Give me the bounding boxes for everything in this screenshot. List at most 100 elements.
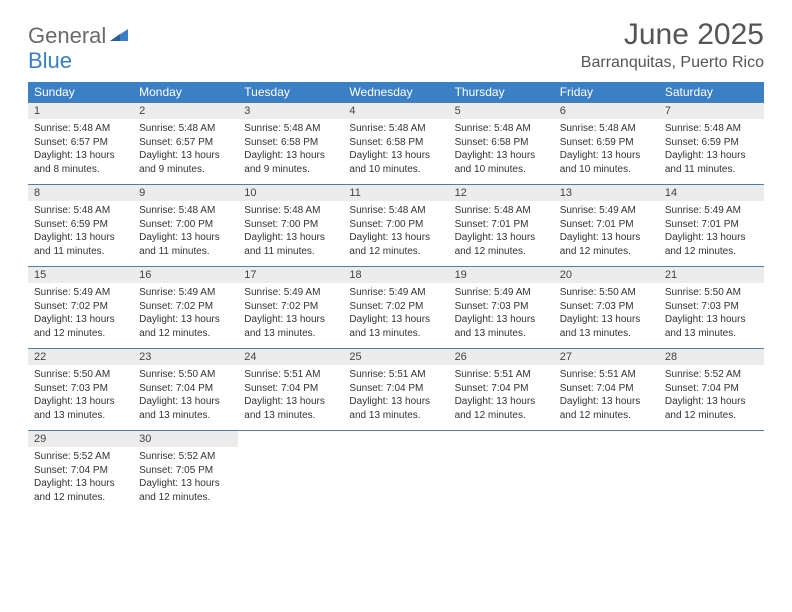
day-8-details: Sunrise: 5:48 AMSunset: 6:59 PMDaylight:…: [28, 201, 133, 267]
daylight-line: Daylight: 13 hours and 10 minutes.: [349, 149, 442, 176]
day-22-details: Sunrise: 5:50 AMSunset: 7:03 PMDaylight:…: [28, 365, 133, 431]
day-26-number: 26: [449, 349, 554, 366]
sunset-line: Sunset: 6:59 PM: [665, 136, 758, 150]
sunset-line: Sunset: 7:01 PM: [455, 218, 548, 232]
day-12-details: Sunrise: 5:48 AMSunset: 7:01 PMDaylight:…: [449, 201, 554, 267]
day-9-number: 9: [133, 185, 238, 202]
daylight-line: Daylight: 13 hours and 12 minutes.: [139, 313, 232, 340]
day-21-number: 21: [659, 267, 764, 284]
sunrise-line: Sunrise: 5:48 AM: [560, 122, 653, 136]
sunrise-line: Sunrise: 5:52 AM: [139, 450, 232, 464]
day-16-details: Sunrise: 5:49 AMSunset: 7:02 PMDaylight:…: [133, 283, 238, 349]
sunrise-line: Sunrise: 5:48 AM: [349, 204, 442, 218]
day-14-number: 14: [659, 185, 764, 202]
sunset-line: Sunset: 7:03 PM: [665, 300, 758, 314]
sunset-line: Sunset: 7:04 PM: [665, 382, 758, 396]
sunrise-line: Sunrise: 5:50 AM: [34, 368, 127, 382]
sunset-line: Sunset: 6:57 PM: [34, 136, 127, 150]
week-0-data-row: Sunrise: 5:48 AMSunset: 6:57 PMDaylight:…: [28, 119, 764, 185]
sunrise-line: Sunrise: 5:49 AM: [244, 286, 337, 300]
sunset-line: Sunset: 7:03 PM: [455, 300, 548, 314]
week-3-data-row: Sunrise: 5:50 AMSunset: 7:03 PMDaylight:…: [28, 365, 764, 431]
header: General Blue June 2025 Barranquitas, Pue…: [28, 18, 764, 72]
sunrise-line: Sunrise: 5:51 AM: [244, 368, 337, 382]
sunrise-line: Sunrise: 5:50 AM: [665, 286, 758, 300]
week-1-daynum-row: 891011121314: [28, 185, 764, 202]
sunrise-line: Sunrise: 5:48 AM: [34, 122, 127, 136]
daylight-line: Daylight: 13 hours and 13 minutes.: [244, 395, 337, 422]
sunset-line: Sunset: 7:04 PM: [349, 382, 442, 396]
sunrise-line: Sunrise: 5:48 AM: [244, 122, 337, 136]
sunrise-line: Sunrise: 5:51 AM: [455, 368, 548, 382]
week-4-daynum-row: 2930: [28, 431, 764, 448]
sunset-line: Sunset: 7:02 PM: [139, 300, 232, 314]
day-13-number: 13: [554, 185, 659, 202]
day-10-number: 10: [238, 185, 343, 202]
day-24-number: 24: [238, 349, 343, 366]
daylight-line: Daylight: 13 hours and 13 minutes.: [139, 395, 232, 422]
day-17-number: 17: [238, 267, 343, 284]
daylight-line: Daylight: 13 hours and 11 minutes.: [139, 231, 232, 258]
day-15-number: 15: [28, 267, 133, 284]
sunset-line: Sunset: 7:05 PM: [139, 464, 232, 478]
sunset-line: Sunset: 6:59 PM: [560, 136, 653, 150]
day-15-details: Sunrise: 5:49 AMSunset: 7:02 PMDaylight:…: [28, 283, 133, 349]
day-19-number: 19: [449, 267, 554, 284]
sunset-line: Sunset: 6:57 PM: [139, 136, 232, 150]
day-1-details: Sunrise: 5:48 AMSunset: 6:57 PMDaylight:…: [28, 119, 133, 185]
day-30-number: 30: [133, 431, 238, 448]
calendar-table: SundayMondayTuesdayWednesdayThursdayFrid…: [28, 82, 764, 512]
daylight-line: Daylight: 13 hours and 13 minutes.: [244, 313, 337, 340]
day-3-details: Sunrise: 5:48 AMSunset: 6:58 PMDaylight:…: [238, 119, 343, 185]
daylight-line: Daylight: 13 hours and 12 minutes.: [349, 231, 442, 258]
sunset-line: Sunset: 7:01 PM: [665, 218, 758, 232]
sunset-line: Sunset: 6:58 PM: [244, 136, 337, 150]
daylight-line: Daylight: 13 hours and 10 minutes.: [560, 149, 653, 176]
empty-cell: [554, 431, 659, 448]
day-25-details: Sunrise: 5:51 AMSunset: 7:04 PMDaylight:…: [343, 365, 448, 431]
day-23-number: 23: [133, 349, 238, 366]
day-28-details: Sunrise: 5:52 AMSunset: 7:04 PMDaylight:…: [659, 365, 764, 431]
daylight-line: Daylight: 13 hours and 12 minutes.: [665, 395, 758, 422]
title-block: June 2025 Barranquitas, Puerto Rico: [581, 18, 764, 72]
day-11-details: Sunrise: 5:48 AMSunset: 7:00 PMDaylight:…: [343, 201, 448, 267]
day-12-number: 12: [449, 185, 554, 202]
sunset-line: Sunset: 7:03 PM: [560, 300, 653, 314]
day-20-number: 20: [554, 267, 659, 284]
day-16-number: 16: [133, 267, 238, 284]
sunset-line: Sunset: 7:04 PM: [34, 464, 127, 478]
sunset-line: Sunset: 6:58 PM: [349, 136, 442, 150]
week-2-daynum-row: 15161718192021: [28, 267, 764, 284]
daylight-line: Daylight: 13 hours and 9 minutes.: [244, 149, 337, 176]
sunset-line: Sunset: 6:58 PM: [455, 136, 548, 150]
week-2-data-row: Sunrise: 5:49 AMSunset: 7:02 PMDaylight:…: [28, 283, 764, 349]
sunrise-line: Sunrise: 5:49 AM: [349, 286, 442, 300]
weekday-header-row: SundayMondayTuesdayWednesdayThursdayFrid…: [28, 82, 764, 103]
empty-cell: [343, 447, 448, 512]
empty-cell: [449, 447, 554, 512]
empty-cell: [554, 447, 659, 512]
sunrise-line: Sunrise: 5:51 AM: [349, 368, 442, 382]
empty-cell: [238, 431, 343, 448]
sunrise-line: Sunrise: 5:52 AM: [665, 368, 758, 382]
daylight-line: Daylight: 13 hours and 12 minutes.: [34, 477, 127, 504]
sunrise-line: Sunrise: 5:48 AM: [349, 122, 442, 136]
logo-line2: Blue: [28, 48, 72, 73]
day-27-details: Sunrise: 5:51 AMSunset: 7:04 PMDaylight:…: [554, 365, 659, 431]
daylight-line: Daylight: 13 hours and 8 minutes.: [34, 149, 127, 176]
week-0-daynum-row: 1234567: [28, 103, 764, 120]
day-3-number: 3: [238, 103, 343, 120]
day-5-details: Sunrise: 5:48 AMSunset: 6:58 PMDaylight:…: [449, 119, 554, 185]
sunrise-line: Sunrise: 5:48 AM: [34, 204, 127, 218]
sunset-line: Sunset: 7:04 PM: [244, 382, 337, 396]
daylight-line: Daylight: 13 hours and 11 minutes.: [665, 149, 758, 176]
day-5-number: 5: [449, 103, 554, 120]
logo-line1: General: [28, 23, 106, 48]
daylight-line: Daylight: 13 hours and 12 minutes.: [455, 395, 548, 422]
sunrise-line: Sunrise: 5:48 AM: [455, 204, 548, 218]
weekday-tuesday: Tuesday: [238, 82, 343, 103]
day-1-number: 1: [28, 103, 133, 120]
day-7-details: Sunrise: 5:48 AMSunset: 6:59 PMDaylight:…: [659, 119, 764, 185]
daylight-line: Daylight: 13 hours and 12 minutes.: [34, 313, 127, 340]
weekday-sunday: Sunday: [28, 82, 133, 103]
